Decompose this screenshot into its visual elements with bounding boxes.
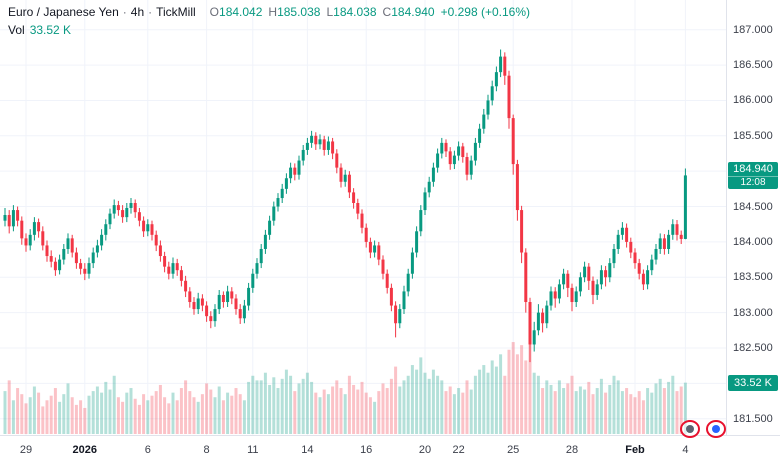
time-axis-label: Feb: [625, 444, 645, 456]
open-label: O: [209, 5, 220, 19]
time-axis-label: 25: [507, 444, 520, 456]
price-axis-label: 186.000: [733, 94, 773, 107]
time-axis-label: 28: [565, 444, 579, 456]
time-axis[interactable]: 29 2026 6 8 11 14 16 20 22 25 28 Feb 4: [0, 435, 780, 471]
volume-label: Vol: [8, 23, 25, 37]
time-axis-label: 22: [452, 444, 465, 456]
separator-dot: ·: [148, 5, 153, 19]
price-axis-label: 184.000: [733, 235, 773, 248]
candle-series: [3, 49, 687, 363]
price-axis-label: 186.500: [733, 59, 773, 72]
close-label: C: [382, 5, 392, 19]
bar-close-countdown: 12:08: [728, 176, 778, 188]
marker-dot-icon: [686, 425, 694, 433]
chart-plot-area[interactable]: [0, 0, 726, 435]
low-value: 184.038: [333, 5, 377, 19]
close-value: 184.940: [391, 5, 435, 19]
time-axis-label: 11: [247, 444, 259, 456]
price-axis[interactable]: 181.500182.000182.500183.000183.500184.0…: [726, 0, 780, 435]
low-label: L: [326, 5, 334, 19]
time-axis-label: 16: [360, 444, 373, 456]
high-label: H: [268, 5, 278, 19]
volume-value: 33.52 K: [29, 23, 72, 37]
symbol-title[interactable]: Euro / Japanese Yen: [8, 5, 119, 19]
symbol-info-row: Euro / Japanese Yen · 4h · TickMill O184.042 H…: [8, 5, 530, 19]
time-axis-label: 14: [301, 444, 314, 456]
time-axis-label: 4: [682, 444, 689, 456]
volume-series: [3, 339, 687, 434]
time-axis-label: 2026: [72, 444, 98, 456]
volume-axis-badge: 33.52 K: [728, 374, 778, 391]
interval-label[interactable]: 4h: [130, 5, 145, 19]
highlight-circle-annotation[interactable]: [706, 420, 726, 438]
price-axis-label: 185.500: [733, 129, 773, 142]
price-axis-label: 187.000: [733, 23, 773, 36]
price-axis-label: 184.500: [733, 200, 773, 213]
volume-info-row: Vol 33.52 K: [8, 23, 71, 37]
change-value: +0.298 (+0.16%): [440, 5, 531, 19]
open-value: 184.042: [219, 5, 263, 19]
provider-label[interactable]: TickMill: [156, 5, 196, 19]
high-value: 185.038: [277, 5, 321, 19]
last-price-value: 184.940: [733, 163, 773, 176]
marker-dot-icon: [712, 425, 720, 433]
price-axis-label: 183.000: [733, 306, 773, 319]
time-axis-label: 20: [418, 444, 432, 456]
time-axis-label: 29: [19, 444, 33, 456]
price-axis-label: 182.500: [733, 342, 773, 354]
separator-dot: ·: [122, 5, 127, 19]
price-axis-label: 181.500: [733, 412, 773, 425]
time-axis-label: 6: [144, 444, 151, 456]
price-axis-label: 183.500: [733, 271, 773, 284]
highlight-circle-annotation[interactable]: [680, 420, 700, 438]
time-axis-label: 8: [203, 444, 210, 456]
ohlc-values: O184.042 H185.038 L184.038 C184.940 +0.298 (…: [204, 5, 530, 19]
last-price-badge: 184.940 12:08: [728, 162, 778, 190]
